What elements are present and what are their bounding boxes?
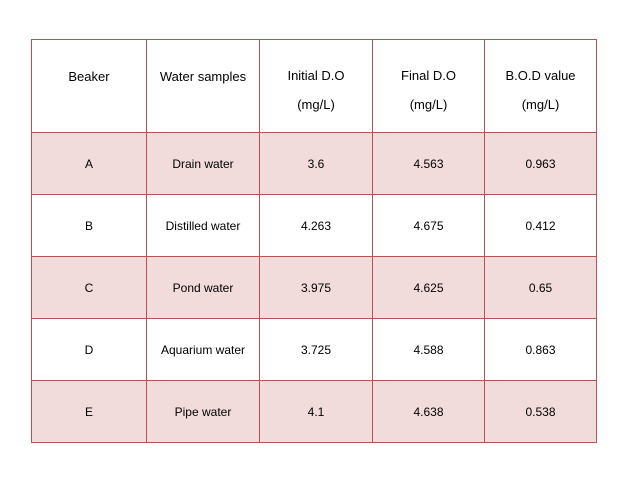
cell-bod-value: 0.538 (484, 380, 597, 443)
header-bod-value-unit: (mg/L) (521, 97, 560, 112)
table-row: E Pipe water 4.1 4.638 0.538 (31, 380, 597, 443)
cell-beaker: C (31, 256, 147, 319)
cell-final-do: 4.675 (372, 194, 485, 257)
cell-water-sample: Pond water (146, 256, 260, 319)
cell-bod-value: 0.863 (484, 318, 597, 381)
table-row: C Pond water 3.975 4.625 0.65 (31, 256, 597, 319)
header-initial-do-unit: (mg/L) (297, 97, 335, 112)
cell-water-sample: Pipe water (146, 380, 260, 443)
table-row: B Distilled water 4.263 4.675 0.412 (31, 194, 597, 257)
table-body: A Drain water 3.6 4.563 0.963 B Distille… (31, 132, 597, 443)
header-water-samples: Water samples (146, 39, 260, 133)
header-final-do-label: Final D.O (401, 68, 456, 83)
header-final-do-unit: (mg/L) (409, 97, 448, 112)
cell-initial-do: 4.1 (259, 380, 373, 443)
cell-water-sample: Aquarium water (146, 318, 260, 381)
cell-initial-do: 3.6 (259, 132, 373, 195)
cell-initial-do: 3.975 (259, 256, 373, 319)
table-header: Beaker Water samples Initial D.O (mg/L) … (31, 39, 597, 133)
cell-water-sample: Drain water (146, 132, 260, 195)
header-bod-value: B.O.D value (mg/L) (484, 39, 597, 133)
header-initial-do-label: Initial D.O (287, 68, 345, 83)
bod-table-container: Beaker Water samples Initial D.O (mg/L) … (31, 39, 597, 443)
cell-final-do: 4.563 (372, 132, 485, 195)
header-initial-do: Initial D.O (mg/L) (259, 39, 373, 133)
cell-bod-value: 0.65 (484, 256, 597, 319)
cell-beaker: B (31, 194, 147, 257)
cell-final-do: 4.638 (372, 380, 485, 443)
table-row: D Aquarium water 3.725 4.588 0.863 (31, 318, 597, 381)
header-water-samples-label: Water samples (159, 68, 247, 84)
cell-initial-do: 3.725 (259, 318, 373, 381)
header-beaker-label: Beaker (68, 68, 110, 84)
table-row: A Drain water 3.6 4.563 0.963 (31, 132, 597, 195)
cell-final-do: 4.625 (372, 256, 485, 319)
cell-beaker: D (31, 318, 147, 381)
header-beaker: Beaker (31, 39, 147, 133)
header-final-do: Final D.O (mg/L) (372, 39, 485, 133)
header-bod-value-label: B.O.D value (505, 68, 576, 83)
cell-water-sample: Distilled water (146, 194, 260, 257)
cell-bod-value: 0.963 (484, 132, 597, 195)
cell-beaker: A (31, 132, 147, 195)
cell-beaker: E (31, 380, 147, 443)
header-row: Beaker Water samples Initial D.O (mg/L) … (31, 39, 597, 133)
cell-final-do: 4.588 (372, 318, 485, 381)
cell-bod-value: 0.412 (484, 194, 597, 257)
bod-table: Beaker Water samples Initial D.O (mg/L) … (31, 39, 597, 443)
cell-initial-do: 4.263 (259, 194, 373, 257)
